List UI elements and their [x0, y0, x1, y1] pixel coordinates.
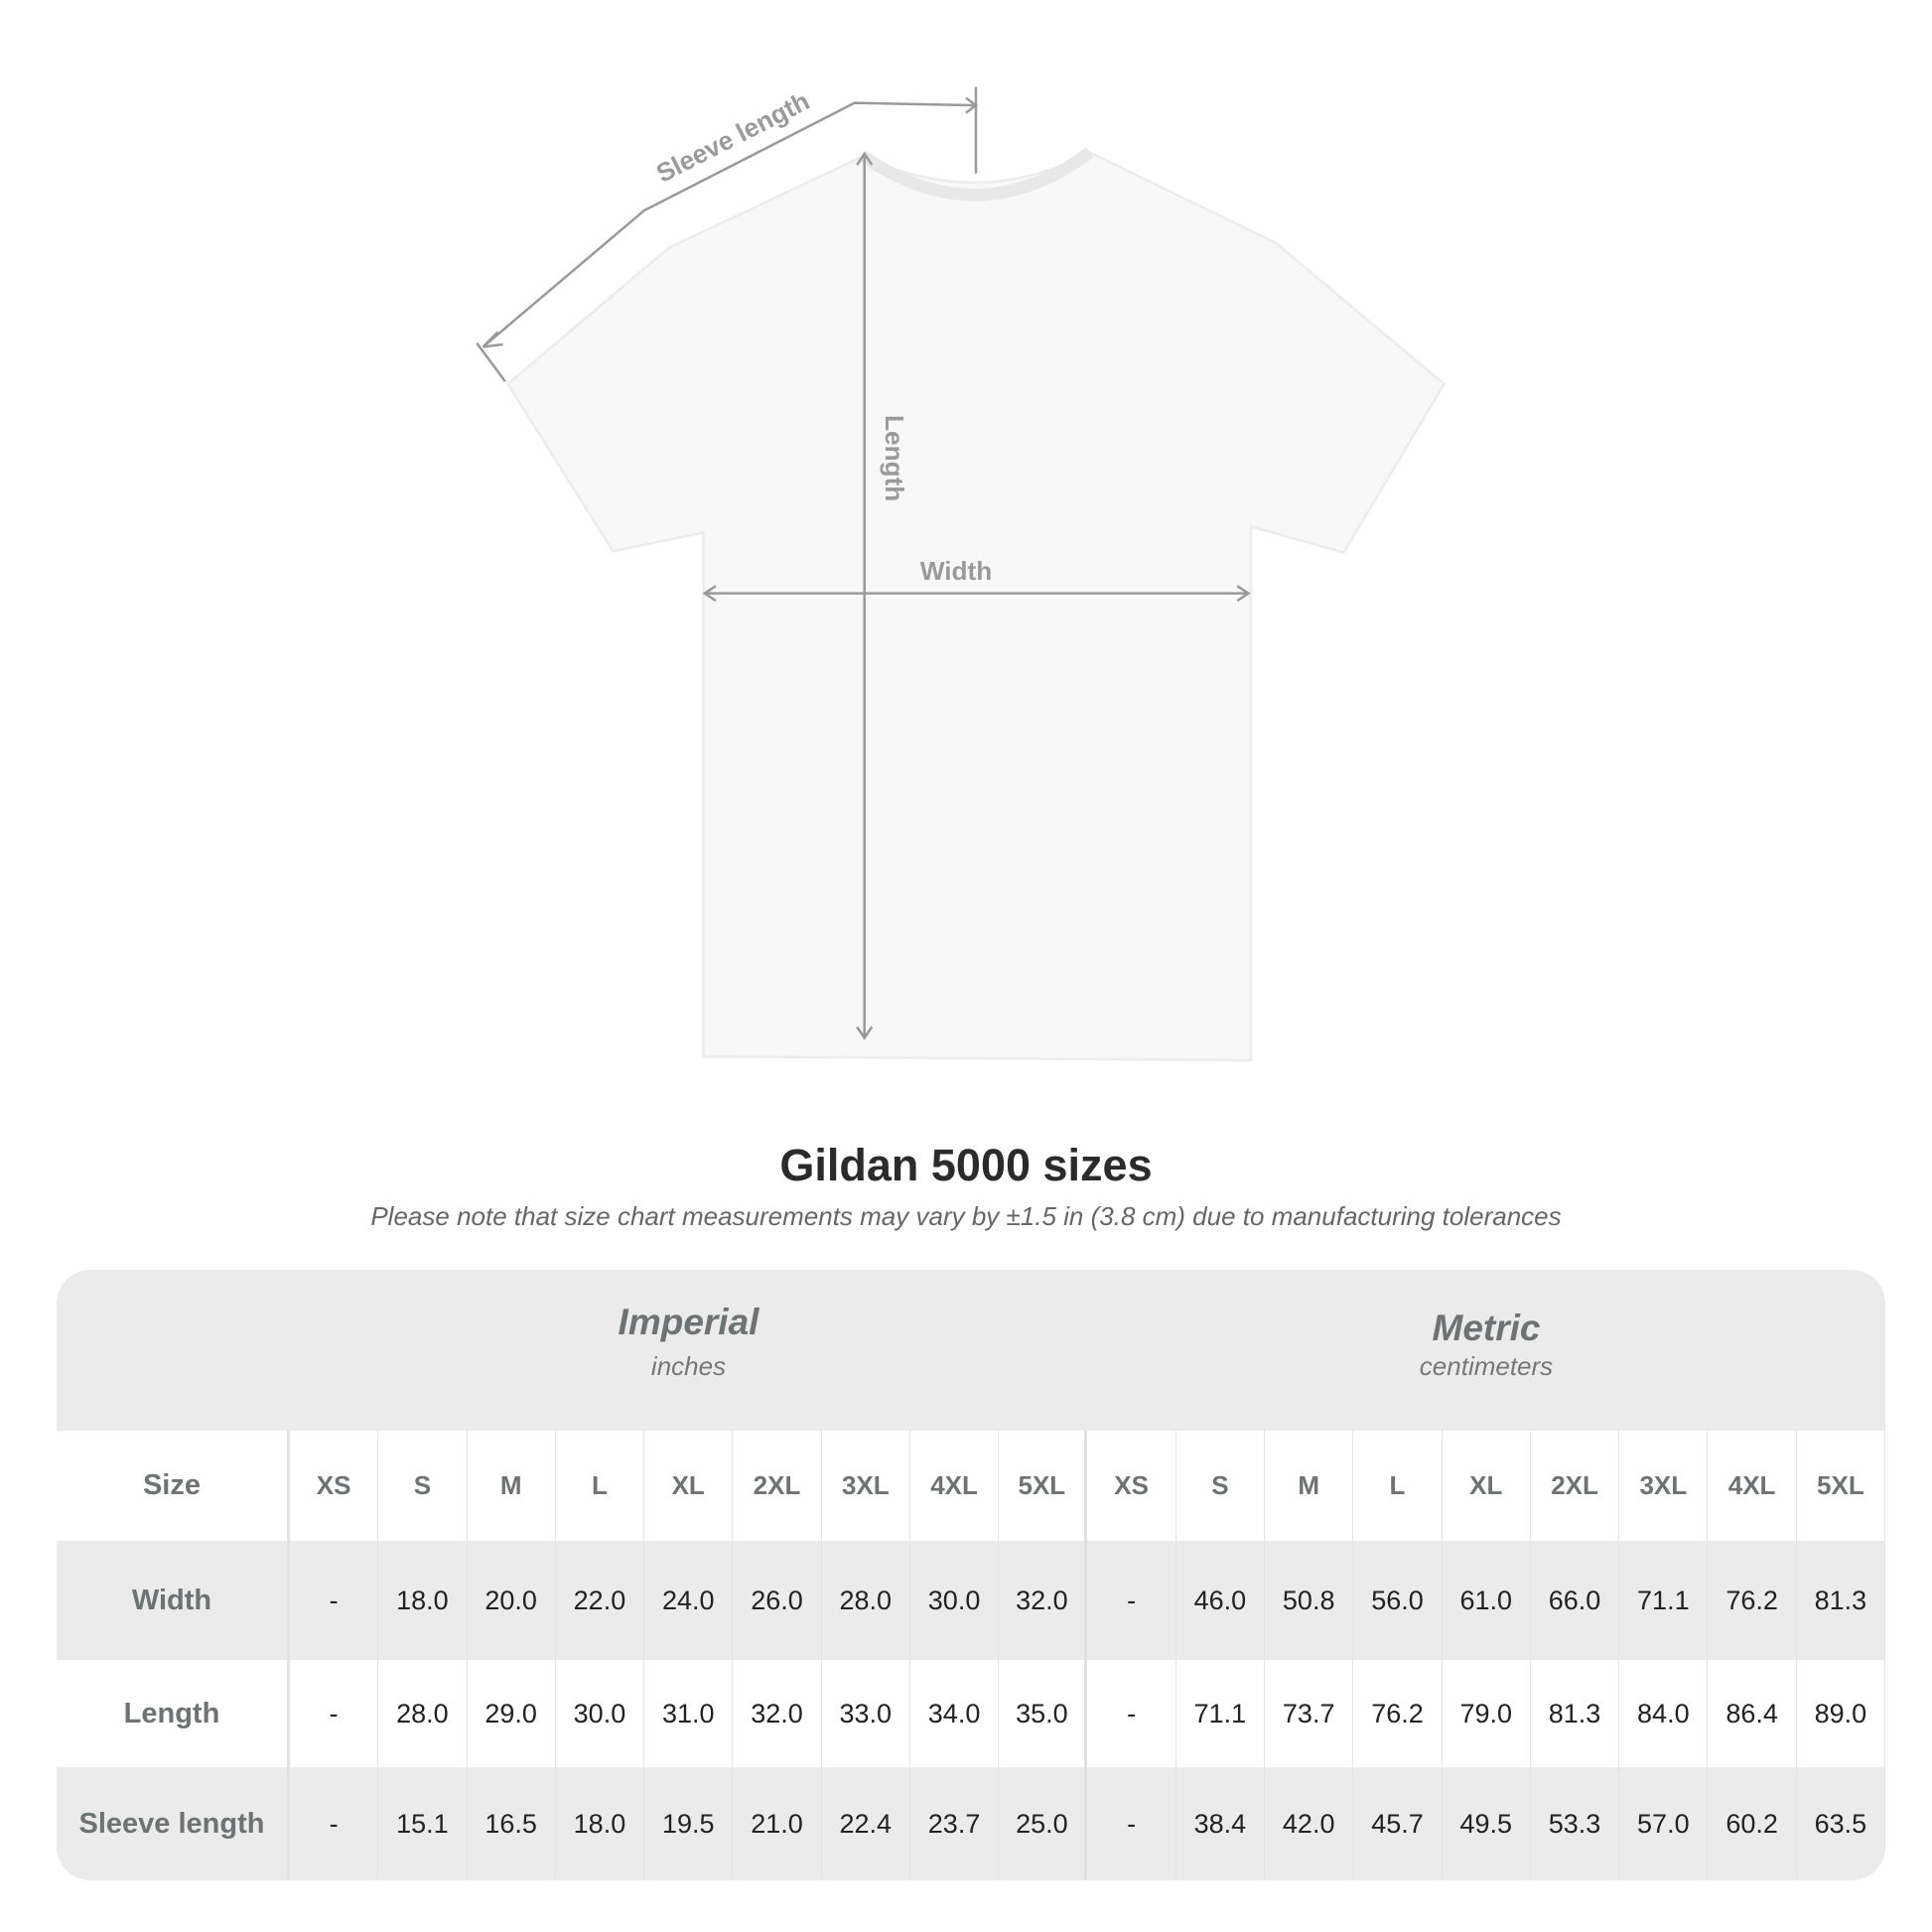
table-cell: - [1087, 1767, 1176, 1880]
table-cell: - [290, 1541, 379, 1660]
size-header-cell: 5XL [1797, 1431, 1885, 1541]
table-cell: 33.0 [822, 1660, 910, 1767]
table-cell: 81.3 [1531, 1660, 1620, 1767]
width-label: Width [920, 556, 992, 586]
size-header-cell: XL [644, 1431, 734, 1541]
group-title: Imperial [618, 1302, 759, 1342]
tshirt-shape [505, 151, 1447, 1062]
table-cell: 31.0 [644, 1660, 734, 1767]
table-cell: 15.1 [378, 1767, 468, 1880]
table-cell: 32.0 [999, 1541, 1088, 1660]
table-cell: 38.4 [1176, 1767, 1266, 1880]
size-header-cell: 2XL [733, 1431, 822, 1541]
size-header-cell: M [1265, 1431, 1354, 1541]
table-cell: - [1087, 1660, 1176, 1767]
table-cell: 30.0 [556, 1660, 645, 1767]
table-cell: 26.0 [733, 1541, 822, 1660]
table-cell: 71.1 [1619, 1541, 1709, 1660]
table-cell: 81.3 [1797, 1541, 1885, 1660]
table-cell: - [1087, 1541, 1176, 1660]
table-cell: 56.0 [1353, 1541, 1443, 1660]
table-cell: 61.0 [1443, 1541, 1531, 1660]
group-unit: inches [650, 1351, 727, 1381]
table-cell: - [290, 1660, 379, 1767]
measure-lines [476, 86, 1251, 1040]
table-cell: 76.2 [1353, 1660, 1443, 1767]
tshirt-diagram: Sleeve length Length Width [476, 85, 1447, 1062]
size-header-cell: XL [1443, 1431, 1531, 1541]
table-cell: 18.0 [556, 1767, 645, 1880]
table-cell: 63.5 [1797, 1767, 1885, 1880]
table-cell: 79.0 [1443, 1660, 1531, 1767]
size-header-cell: XS [1087, 1431, 1176, 1541]
table-cell: 84.0 [1619, 1660, 1709, 1767]
group-title: Metric [1432, 1308, 1541, 1348]
table-cell: 89.0 [1797, 1660, 1885, 1767]
table-cell: 19.5 [644, 1767, 734, 1880]
table-cell: 28.0 [822, 1541, 910, 1660]
table-row: Width -18.0 20.0 22.0 24.0 26.0 28.0 30.0 32.0-4… [57, 1541, 1885, 1660]
row-label: Length [57, 1660, 290, 1767]
size-header-cell: 3XL [822, 1431, 910, 1541]
table-cell: 22.4 [822, 1767, 910, 1880]
table-cell: 21.0 [733, 1767, 822, 1880]
size-header-cell: XS [290, 1431, 379, 1541]
table-cell: 34.0 [910, 1660, 1000, 1767]
table-row: Length -28.0 29.0 30.0 31.0 32.0 33.0 34.0 35.0-… [57, 1660, 1885, 1767]
table-cell: 28.0 [378, 1660, 468, 1767]
table-cell: 76.2 [1708, 1541, 1797, 1660]
table-cell: 53.3 [1531, 1767, 1620, 1880]
size-label: Size [57, 1431, 290, 1541]
size-header-row: Size XS S M L XL 2XL 3XL 4XL 5XL XS S M L XL 2XL 3XL 4XL… [57, 1431, 1885, 1541]
size-header-cell: L [556, 1431, 645, 1541]
table-cell: 30.0 [910, 1541, 1000, 1660]
table-cell: 23.7 [910, 1767, 1000, 1880]
size-header-cell: 5XL [999, 1431, 1088, 1541]
table-cell: 46.0 [1176, 1541, 1266, 1660]
table-cell: 24.0 [644, 1541, 734, 1660]
table-cell: 20.0 [468, 1541, 556, 1660]
size-header-cell: 3XL [1619, 1431, 1709, 1541]
table-cell: 66.0 [1531, 1541, 1620, 1660]
size-table: Imperial inches Metric centimeters Size … [57, 1270, 1885, 1880]
length-label: Length [880, 415, 909, 501]
table-cell: - [290, 1767, 379, 1880]
table-cell: 42.0 [1265, 1767, 1354, 1880]
table-cell: 60.2 [1708, 1767, 1797, 1880]
size-header-cell: M [468, 1431, 556, 1541]
table-row: Sleeve length -15.1 16.5 18.0 19.5 21.0 22.4 23… [57, 1767, 1885, 1880]
collar [859, 147, 1094, 202]
size-header-cell: 4XL [910, 1431, 1000, 1541]
table-cell: 49.5 [1443, 1767, 1531, 1880]
table-cell: 35.0 [999, 1660, 1088, 1767]
size-header-cell: S [378, 1431, 468, 1541]
table-cell: 22.0 [556, 1541, 645, 1660]
table-cell: 86.4 [1708, 1660, 1797, 1767]
table-cell: 57.0 [1619, 1767, 1709, 1880]
table-cell: 71.1 [1176, 1660, 1266, 1767]
size-header-cell: 4XL [1708, 1431, 1797, 1541]
row-label: Width [57, 1541, 290, 1660]
size-header-cell: 2XL [1531, 1431, 1620, 1541]
tolerance-note: Please note that size chart measurements… [370, 1201, 1562, 1231]
group-unit: centimeters [1419, 1351, 1554, 1381]
header-band [57, 1270, 1885, 1431]
table-cell: 45.7 [1353, 1767, 1443, 1880]
size-header-cell: L [1353, 1431, 1443, 1541]
metric-group: Metric centimeters [1087, 1308, 1885, 1382]
table-cell: 73.7 [1265, 1660, 1354, 1767]
table-cell: 32.0 [733, 1660, 822, 1767]
size-header-cell: S [1176, 1431, 1266, 1541]
page-title: Gildan 5000 sizes [779, 1140, 1153, 1190]
table-cell: 25.0 [999, 1767, 1088, 1880]
table-cell: 50.8 [1265, 1541, 1354, 1660]
row-label: Sleeve length [57, 1767, 290, 1880]
imperial-group: Imperial inches [290, 1302, 1087, 1382]
table-cell: 16.5 [468, 1767, 556, 1880]
table-cell: 29.0 [468, 1660, 556, 1767]
table-cell: 18.0 [378, 1541, 468, 1660]
